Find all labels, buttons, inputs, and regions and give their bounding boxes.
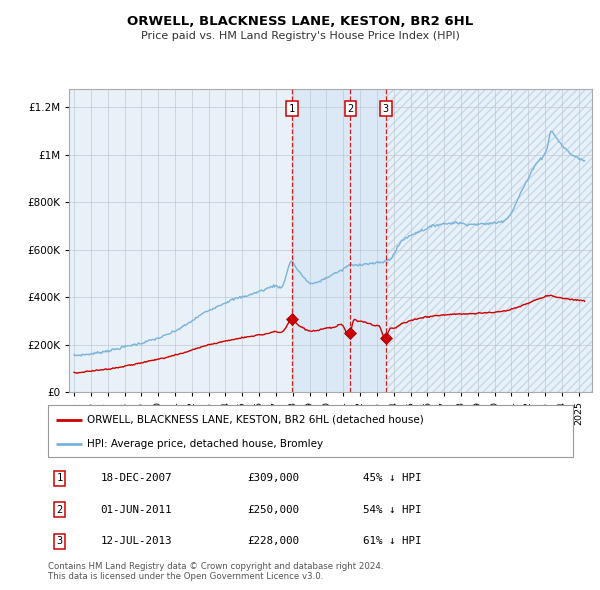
Text: 12-JUL-2013: 12-JUL-2013: [101, 536, 172, 546]
Text: 3: 3: [56, 536, 62, 546]
Text: ORWELL, BLACKNESS LANE, KESTON, BR2 6HL (detached house): ORWELL, BLACKNESS LANE, KESTON, BR2 6HL …: [88, 415, 424, 425]
FancyBboxPatch shape: [48, 405, 573, 457]
Text: 2: 2: [347, 104, 353, 114]
Text: HPI: Average price, detached house, Bromley: HPI: Average price, detached house, Brom…: [88, 439, 323, 449]
Text: 1: 1: [56, 473, 62, 483]
Text: Price paid vs. HM Land Registry's House Price Index (HPI): Price paid vs. HM Land Registry's House …: [140, 31, 460, 41]
Text: ORWELL, BLACKNESS LANE, KESTON, BR2 6HL: ORWELL, BLACKNESS LANE, KESTON, BR2 6HL: [127, 15, 473, 28]
Text: Contains HM Land Registry data © Crown copyright and database right 2024.
This d: Contains HM Land Registry data © Crown c…: [48, 562, 383, 581]
Text: 2: 2: [56, 505, 62, 514]
Text: 01-JUN-2011: 01-JUN-2011: [101, 505, 172, 514]
Text: 54% ↓ HPI: 54% ↓ HPI: [363, 505, 421, 514]
Text: £309,000: £309,000: [248, 473, 299, 483]
Text: 45% ↓ HPI: 45% ↓ HPI: [363, 473, 421, 483]
Text: £250,000: £250,000: [248, 505, 299, 514]
Text: 1: 1: [289, 104, 295, 114]
Text: £228,000: £228,000: [248, 536, 299, 546]
Bar: [292, 88, 386, 392]
Text: 3: 3: [383, 104, 389, 114]
Bar: [386, 88, 592, 392]
Text: 18-DEC-2007: 18-DEC-2007: [101, 473, 172, 483]
Text: 61% ↓ HPI: 61% ↓ HPI: [363, 536, 421, 546]
